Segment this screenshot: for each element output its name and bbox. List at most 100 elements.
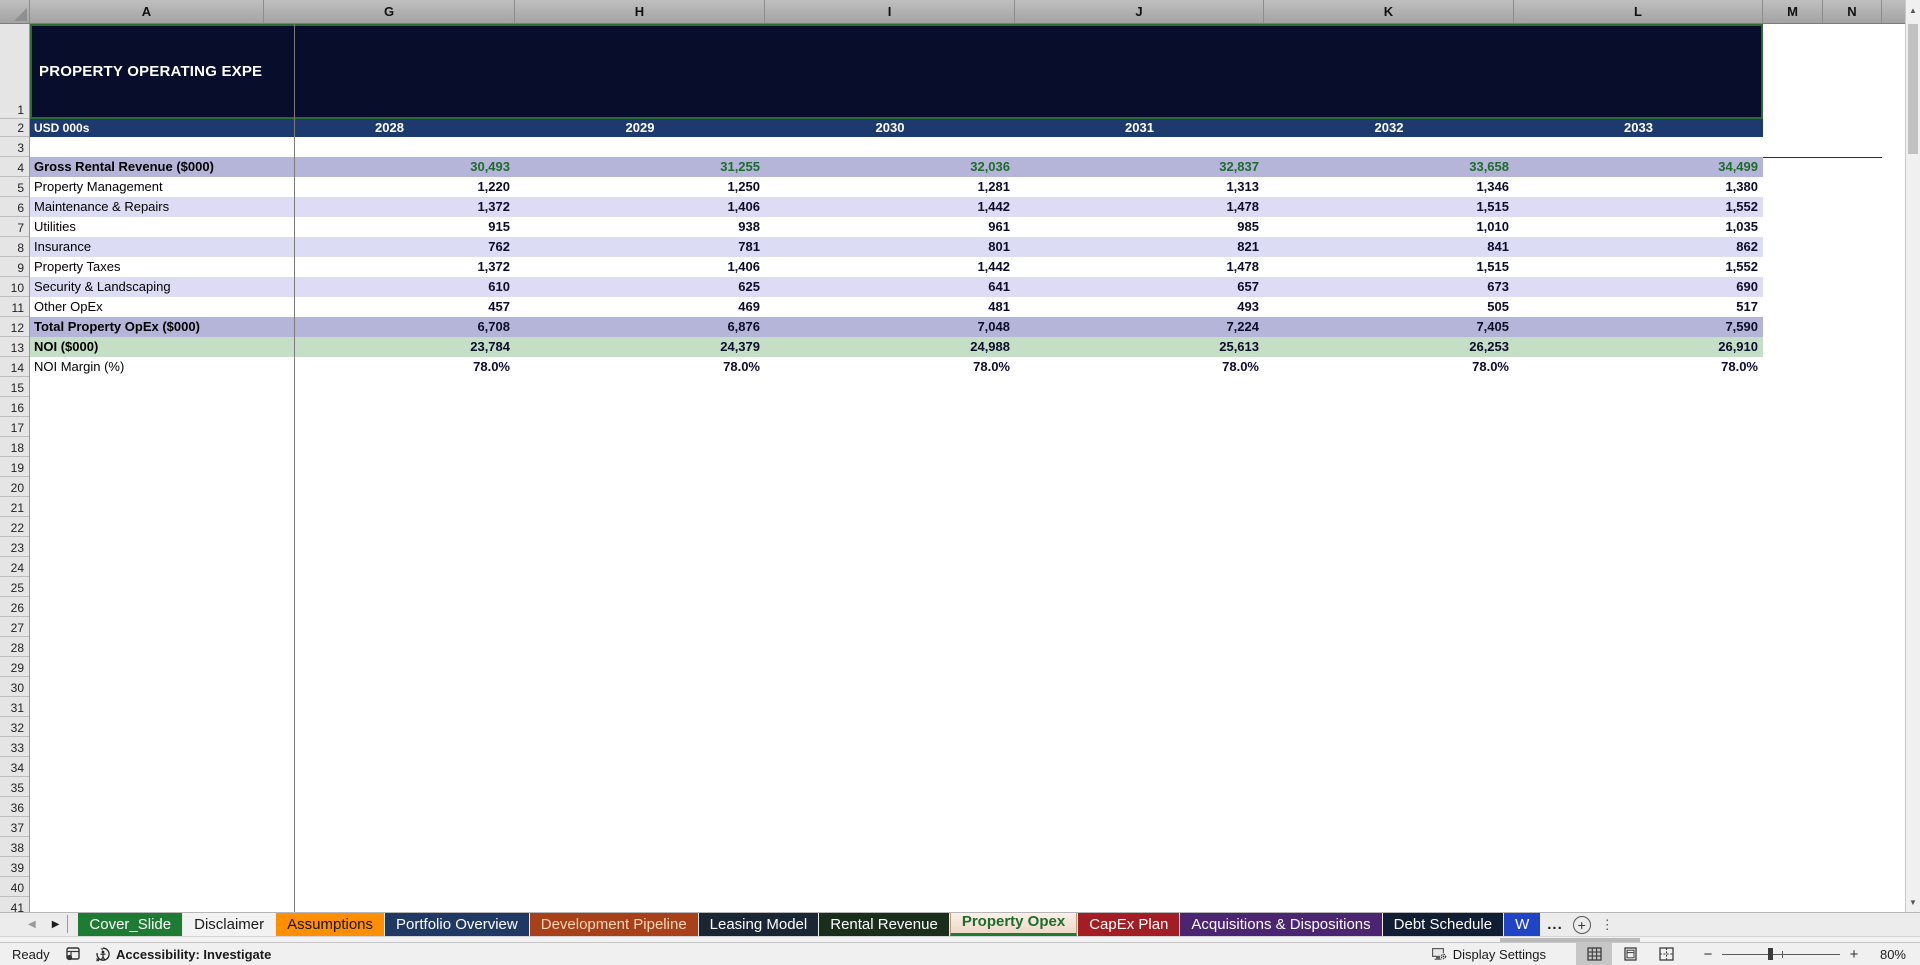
- row-header-35[interactable]: 35: [0, 777, 29, 797]
- row-header-17[interactable]: 17: [0, 417, 29, 437]
- row-header-22[interactable]: 22: [0, 517, 29, 537]
- cell-value[interactable]: 1,035: [1725, 219, 1758, 234]
- row-header-7[interactable]: 7: [0, 217, 29, 237]
- cell-value[interactable]: 469: [738, 299, 760, 314]
- title-cell[interactable]: PROPERTY OPERATING EXPE: [30, 24, 1763, 119]
- cell-value[interactable]: 781: [738, 239, 760, 254]
- cell-value[interactable]: 1,442: [977, 259, 1010, 274]
- zoom-percentage[interactable]: 80%: [1879, 946, 1906, 962]
- row-header-26[interactable]: 26: [0, 597, 29, 617]
- cell-value[interactable]: 30,493: [470, 159, 510, 174]
- cell-value[interactable]: 6,708: [477, 319, 510, 334]
- sheet-tab-property-opex[interactable]: Property Opex: [949, 913, 1078, 936]
- cell-value[interactable]: 78.0%: [1472, 359, 1509, 374]
- cell-value[interactable]: 1,515: [1476, 259, 1509, 274]
- scroll-down-icon[interactable]: ▼: [1906, 892, 1920, 912]
- row-header-8[interactable]: 8: [0, 237, 29, 257]
- row-header-10[interactable]: 10: [0, 277, 29, 297]
- row-header-24[interactable]: 24: [0, 557, 29, 577]
- column-header-a[interactable]: A: [30, 0, 264, 23]
- row-label[interactable]: Utilities: [34, 219, 76, 234]
- row-label[interactable]: Insurance: [34, 239, 92, 254]
- row-header-16[interactable]: 16: [0, 397, 29, 417]
- cell-value[interactable]: 78.0%: [1222, 359, 1259, 374]
- page-break-preview-button[interactable]: [1648, 943, 1684, 965]
- row-header-15[interactable]: 15: [0, 377, 29, 397]
- cell-value[interactable]: 1,552: [1725, 199, 1758, 214]
- year-header-2033[interactable]: 2033: [1624, 120, 1653, 135]
- row-header-11[interactable]: 11: [0, 297, 29, 317]
- cell-value[interactable]: 938: [738, 219, 760, 234]
- year-header-2030[interactable]: 2030: [875, 120, 905, 135]
- row-header-31[interactable]: 31: [0, 697, 29, 717]
- row-header-29[interactable]: 29: [0, 657, 29, 677]
- display-settings-button[interactable]: Display Settings: [1431, 947, 1546, 962]
- cell-value[interactable]: 1,313: [1226, 179, 1259, 194]
- cell-value[interactable]: 657: [1237, 279, 1259, 294]
- row-header-2[interactable]: 2: [0, 119, 29, 137]
- row-header-13[interactable]: 13: [0, 337, 29, 357]
- horizontal-scroll-thumb[interactable]: [1500, 938, 1640, 942]
- cell-value[interactable]: 1,406: [727, 259, 760, 274]
- row-label[interactable]: NOI ($000): [34, 339, 99, 354]
- column-header-i[interactable]: I: [765, 0, 1015, 23]
- cell-value[interactable]: 6,876: [727, 319, 760, 334]
- tab-options-kebab-icon[interactable]: ⋮: [1600, 917, 1614, 932]
- row-header-32[interactable]: 32: [0, 717, 29, 737]
- sheet-tab-cover-slide[interactable]: Cover_Slide: [78, 913, 183, 936]
- cell-value[interactable]: 25,613: [1219, 339, 1259, 354]
- cell-value[interactable]: 24,379: [720, 339, 760, 354]
- row-header-25[interactable]: 25: [0, 577, 29, 597]
- cell-value[interactable]: 625: [738, 279, 760, 294]
- cell-value[interactable]: 915: [488, 219, 510, 234]
- cell-value[interactable]: 862: [1736, 239, 1758, 254]
- sheet-tab-portfolio-overview[interactable]: Portfolio Overview: [385, 913, 529, 936]
- column-header-j[interactable]: J: [1015, 0, 1264, 23]
- cell-value[interactable]: 985: [1237, 219, 1259, 234]
- row-header-1[interactable]: 1: [0, 24, 29, 119]
- row-header-23[interactable]: 23: [0, 537, 29, 557]
- cell-value[interactable]: 1,010: [1476, 219, 1509, 234]
- cell-value[interactable]: 1,250: [727, 179, 760, 194]
- cell-value[interactable]: 1,380: [1725, 179, 1758, 194]
- cell-value[interactable]: 26,253: [1469, 339, 1509, 354]
- sheet-tab-acquisitions-dispositions[interactable]: Acquisitions & Dispositions: [1180, 913, 1382, 936]
- cell-value[interactable]: 1,372: [477, 259, 510, 274]
- sheet-tab-capex-plan[interactable]: CapEx Plan: [1078, 913, 1180, 936]
- cell-value[interactable]: 1,515: [1476, 199, 1509, 214]
- row-label[interactable]: Maintenance & Repairs: [34, 199, 170, 214]
- cell-value[interactable]: 1,372: [477, 199, 510, 214]
- cell-value[interactable]: 78.0%: [973, 359, 1010, 374]
- sheet-tab-development-pipeline[interactable]: Development Pipeline: [529, 913, 698, 936]
- tab-scroll-right-icon[interactable]: ▶: [51, 918, 60, 930]
- column-header-l[interactable]: L: [1514, 0, 1763, 23]
- row-header-30[interactable]: 30: [0, 677, 29, 697]
- cell-value[interactable]: 78.0%: [473, 359, 510, 374]
- cell-value[interactable]: 505: [1487, 299, 1509, 314]
- row-header-27[interactable]: 27: [0, 617, 29, 637]
- sheet-tab-debt-schedule[interactable]: Debt Schedule: [1382, 913, 1504, 936]
- cell-value[interactable]: 7,224: [1226, 319, 1259, 334]
- select-all-corner[interactable]: [0, 0, 30, 23]
- sheet-tab-assumptions[interactable]: Assumptions: [276, 913, 385, 936]
- zoom-in-icon[interactable]: +: [1849, 945, 1859, 963]
- row-label[interactable]: Other OpEx: [34, 299, 103, 314]
- cell-value[interactable]: 1,442: [977, 199, 1010, 214]
- year-header-2032[interactable]: 2032: [1374, 120, 1404, 135]
- cell-value[interactable]: 821: [1237, 239, 1259, 254]
- row-label[interactable]: Security & Landscaping: [34, 279, 171, 294]
- row-header-20[interactable]: 20: [0, 477, 29, 497]
- cell-value[interactable]: 7,048: [977, 319, 1010, 334]
- row-label[interactable]: Gross Rental Revenue ($000): [34, 159, 214, 174]
- row-label[interactable]: Property Management: [34, 179, 163, 194]
- cell-value[interactable]: 517: [1736, 299, 1758, 314]
- row-header-40[interactable]: 40: [0, 877, 29, 897]
- horizontal-scrollbar[interactable]: [0, 936, 1920, 942]
- units-label-cell[interactable]: USD 000s: [34, 121, 90, 135]
- cell-value[interactable]: 32,837: [1219, 159, 1259, 174]
- cell-value[interactable]: 32,036: [970, 159, 1010, 174]
- row-label[interactable]: NOI Margin (%): [34, 359, 125, 374]
- cell-value[interactable]: 23,784: [470, 339, 510, 354]
- column-header-h[interactable]: H: [515, 0, 765, 23]
- column-header-m[interactable]: M: [1763, 0, 1823, 23]
